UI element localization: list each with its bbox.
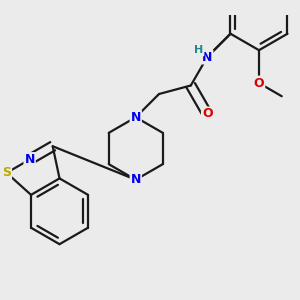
Text: H: H <box>194 45 203 56</box>
Text: O: O <box>254 76 264 90</box>
Text: N: N <box>202 50 212 64</box>
Text: N: N <box>130 173 141 186</box>
Text: N: N <box>25 153 35 166</box>
Text: N: N <box>130 111 141 124</box>
Text: O: O <box>202 107 212 121</box>
Text: S: S <box>2 166 11 179</box>
